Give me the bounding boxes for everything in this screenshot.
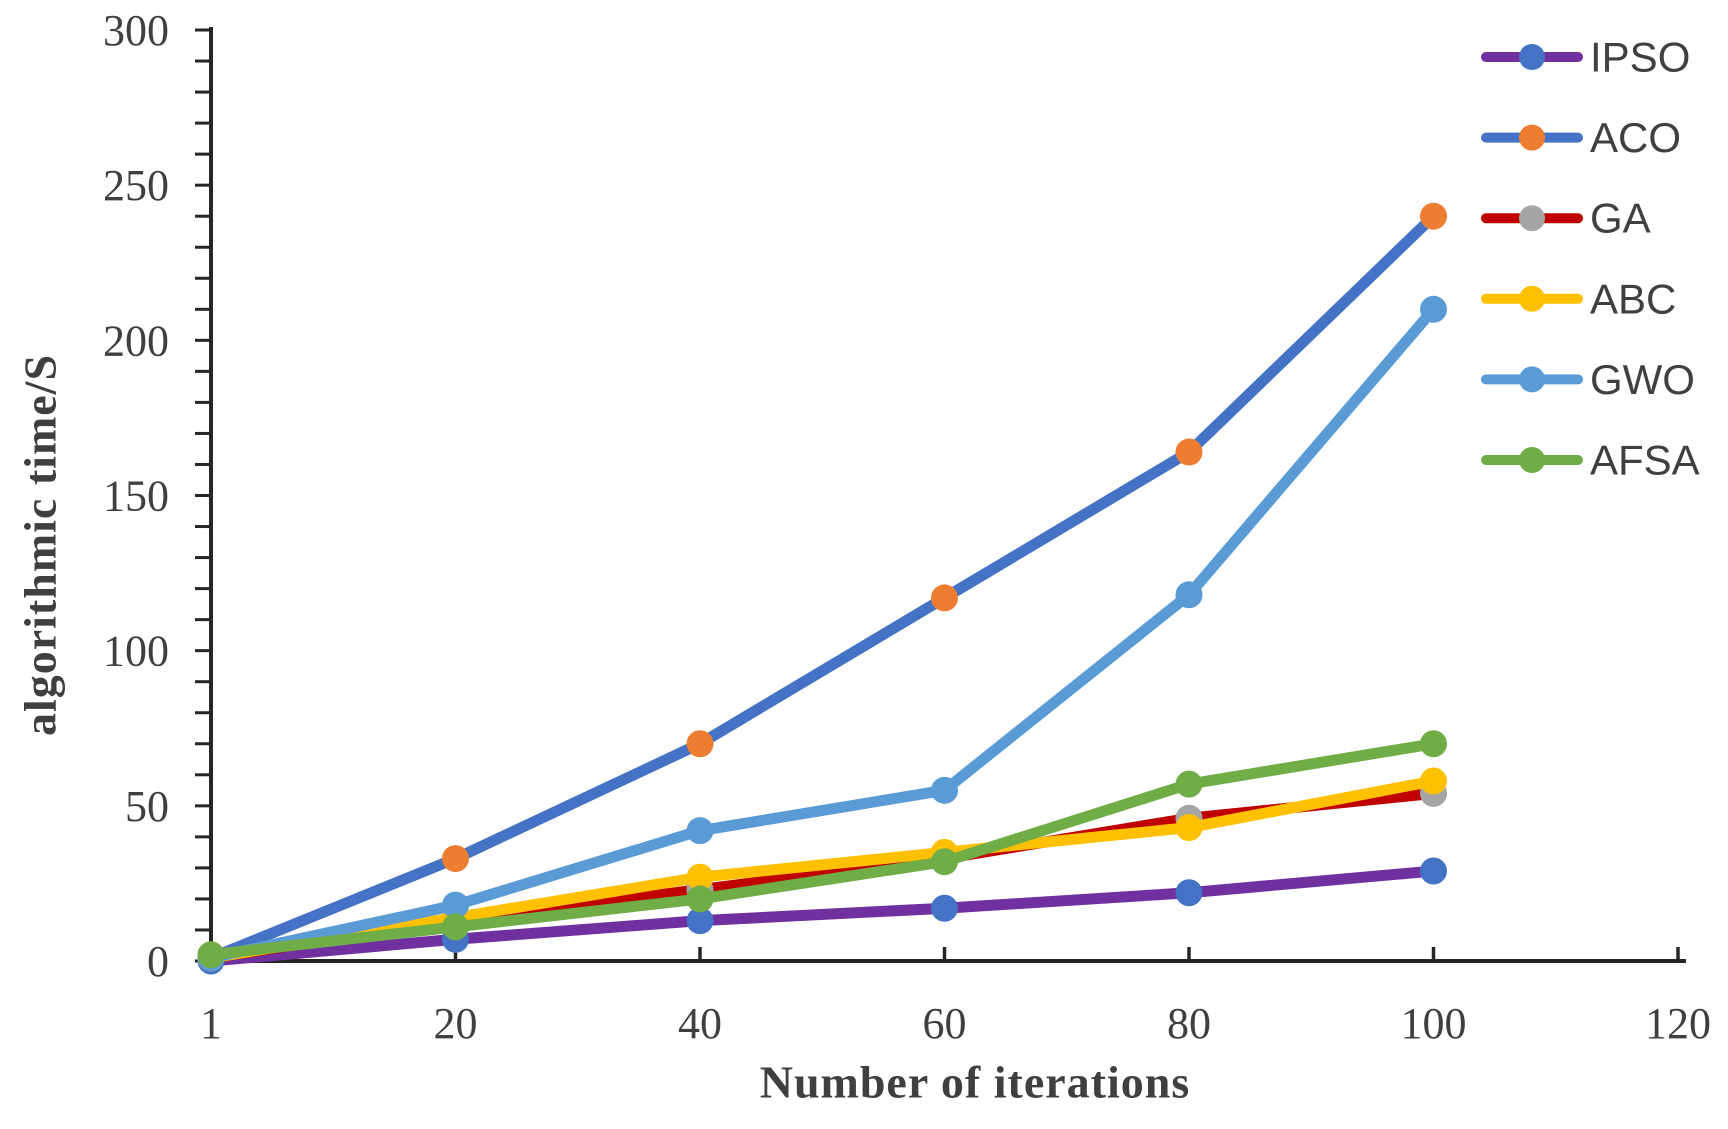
series-line-AFSA	[205, 738, 1439, 961]
data-point-ACO-40	[686, 730, 714, 758]
y-tick-label: 250	[103, 161, 169, 210]
data-point-GWO-40	[686, 817, 714, 845]
x-tick-label: 100	[1401, 999, 1467, 1048]
legend-label-AFSA: AFSA	[1590, 437, 1700, 484]
legend-label-GA: GA	[1590, 195, 1651, 242]
data-point-IPSO-40	[686, 907, 714, 935]
legend-marker-ACO	[1519, 124, 1545, 151]
x-tick-label: 1	[200, 999, 222, 1048]
series-line-ABC	[205, 775, 1439, 964]
data-point-AFSA-80	[1175, 770, 1203, 798]
data-point-ABC-80	[1175, 814, 1203, 842]
x-tick-label: 60	[923, 999, 967, 1048]
data-point-GWO-20	[442, 891, 469, 919]
data-point-GWO-60	[931, 776, 958, 804]
y-tick-label: 50	[125, 782, 169, 831]
data-point-IPSO-60	[931, 894, 958, 922]
data-point-IPSO-80	[1175, 879, 1203, 907]
x-tick-label: 20	[434, 999, 478, 1048]
data-point-AFSA-40	[686, 885, 714, 913]
x-tick-label: 120	[1645, 999, 1711, 1048]
x-tick-label: 40	[678, 999, 722, 1048]
legend-marker-ABC	[1519, 285, 1545, 312]
data-point-AFSA-60	[931, 848, 958, 876]
series-line-GWO	[205, 303, 1439, 964]
legend-marker-GA	[1519, 205, 1545, 232]
legend-marker-AFSA	[1519, 447, 1545, 473]
y-tick-label: 100	[103, 627, 169, 676]
x-axis-title: Number of iterations	[759, 1056, 1191, 1108]
data-point-AFSA-1	[197, 941, 225, 969]
data-point-ACO-60	[931, 584, 958, 612]
series-line-IPSO	[205, 865, 1439, 967]
x-tick-label: 80	[1167, 999, 1211, 1048]
y-tick-label: 0	[147, 937, 169, 986]
legend-marker-GWO	[1519, 366, 1545, 393]
y-tick-label: 300	[103, 6, 169, 55]
data-point-GWO-80	[1175, 581, 1203, 609]
data-point-ACO-80	[1175, 438, 1203, 466]
y-tick-label: 200	[103, 316, 169, 365]
data-point-AFSA-100	[1420, 730, 1447, 758]
y-axis-title: algorithmic time/S	[14, 353, 66, 737]
data-point-IPSO-100	[1420, 857, 1447, 885]
data-point-ACO-20	[442, 845, 469, 873]
legend-label-ABC: ABC	[1590, 275, 1676, 322]
legend-label-ACO: ACO	[1590, 114, 1681, 161]
legend-label-IPSO: IPSO	[1590, 34, 1690, 81]
data-point-ABC-40	[686, 863, 714, 891]
data-point-AFSA-20	[442, 913, 469, 941]
series-line-ACO	[205, 210, 1439, 964]
legend-marker-IPSO	[1519, 44, 1545, 70]
data-point-ACO-100	[1420, 202, 1447, 230]
y-tick-label: 150	[103, 472, 169, 521]
legend-label-GWO: GWO	[1590, 356, 1695, 403]
data-point-GWO-100	[1420, 295, 1447, 323]
data-point-ABC-100	[1420, 767, 1447, 795]
